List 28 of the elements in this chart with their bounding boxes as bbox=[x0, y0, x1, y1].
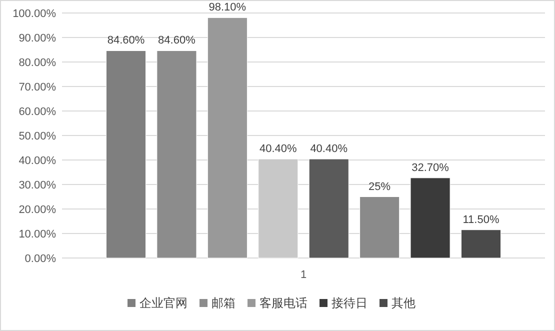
y-tick-label: 0.00% bbox=[24, 253, 56, 265]
bar bbox=[460, 230, 502, 258]
legend-label: 企业官网 bbox=[140, 296, 188, 310]
y-tick-label: 50.00% bbox=[18, 130, 56, 142]
y-tick-label: 80.00% bbox=[18, 57, 56, 69]
data-label: 25% bbox=[368, 180, 391, 193]
data-label: 98.10% bbox=[208, 2, 246, 14]
y-tick-label: 70.00% bbox=[18, 82, 56, 94]
data-label: 32.70% bbox=[412, 162, 450, 174]
bar bbox=[360, 196, 400, 258]
data-label: 84.60% bbox=[158, 34, 196, 47]
x-tick-label: 1 bbox=[300, 269, 307, 281]
data-label: 40.40% bbox=[310, 143, 348, 156]
y-tick-label: 30.00% bbox=[18, 180, 56, 192]
y-tick-label: 90.00% bbox=[18, 32, 56, 44]
bar bbox=[410, 178, 450, 258]
data-label: 40.40% bbox=[259, 143, 298, 156]
legend-label: 客服电话 bbox=[260, 296, 308, 310]
data-label: 11.50% bbox=[462, 214, 500, 226]
legend-label: 其他 bbox=[392, 296, 416, 310]
y-tick-label: 10.00% bbox=[18, 228, 56, 240]
y-tick-label: 20.00% bbox=[18, 204, 56, 216]
y-tick-label: 40.00% bbox=[18, 155, 56, 167]
y-tick-label: 60.00% bbox=[18, 106, 56, 118]
y-tick-label: 100.00% bbox=[12, 8, 56, 20]
data-label: 84.60% bbox=[107, 34, 145, 47]
legend-label: 接待日 bbox=[332, 296, 368, 310]
legend-label: 邮箱 bbox=[212, 296, 236, 310]
